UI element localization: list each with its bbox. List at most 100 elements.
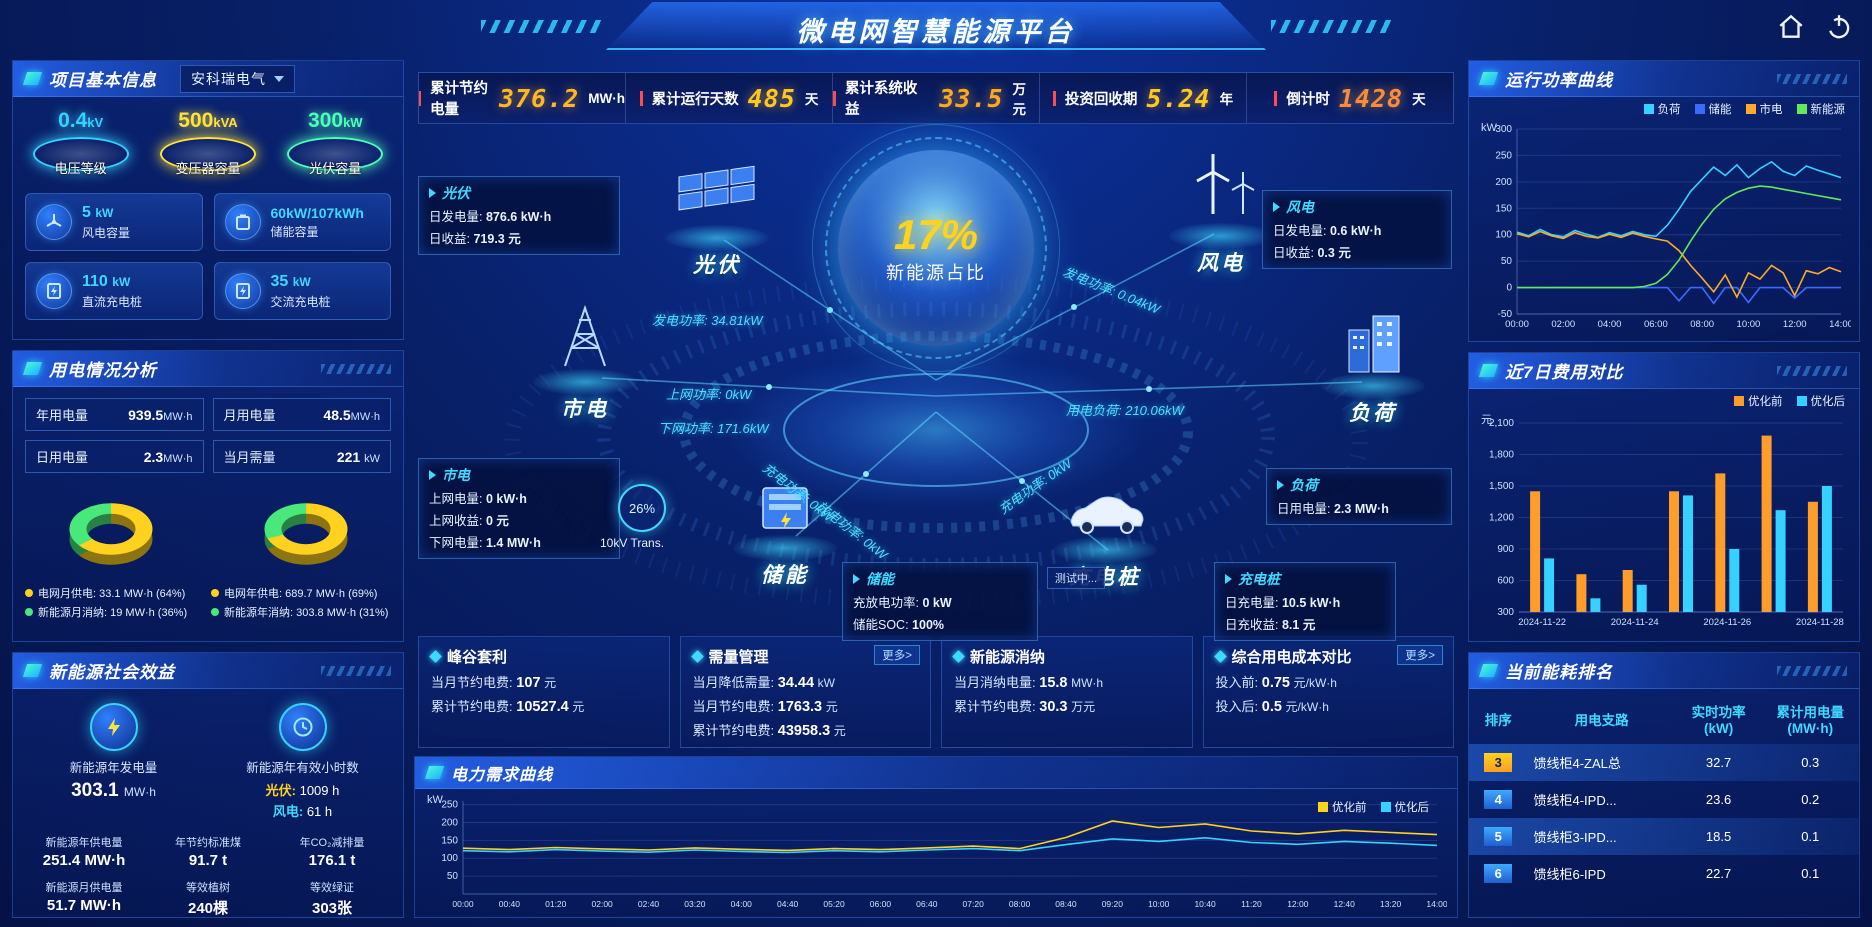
panel-title: 运行功率曲线 — [1505, 71, 1613, 90]
svg-text:12:00: 12:00 — [1287, 899, 1309, 909]
benefit-annual-generation: 新能源年发电量 303.1 MW·h — [27, 703, 201, 820]
kpi-system-revenue: 累计系统收益 33.5 万元 — [832, 73, 1039, 123]
panel-usage-header: 用电情况分析 — [13, 351, 403, 387]
svg-text:50: 50 — [447, 871, 459, 882]
card-cost-comparison: 综合用电成本对比 更多> 投入前: 0.75 元/kW·h 投入后: 0.5 元… — [1202, 636, 1454, 748]
svg-text:300: 300 — [1495, 124, 1512, 135]
info-box-charger: 充电桩 日充电量: 10.5 kW·h 日充收益: 8.1 元 — [1214, 562, 1396, 641]
svg-text:03:20: 03:20 — [684, 899, 706, 909]
legend-item: 市电 — [1745, 101, 1783, 117]
table-row[interactable]: 4 馈线柜4-IPD... 23.6 0.2 — [1469, 781, 1859, 818]
chevron-down-icon — [274, 75, 284, 82]
svg-text:200: 200 — [1495, 177, 1512, 188]
panel-cost-header: 近7日费用对比 — [1469, 353, 1859, 389]
panel-title: 近7日费用对比 — [1505, 363, 1624, 382]
more-button[interactable]: 更多> — [874, 645, 920, 665]
node-platform-glow — [1169, 223, 1273, 249]
power-icon[interactable] — [1824, 12, 1854, 42]
lightning-icon — [89, 703, 138, 751]
node-grid[interactable]: 市电 — [510, 300, 660, 423]
rank-badge: 3 — [1484, 753, 1513, 772]
benefit-metric: 年CO₂减排量 176.1 t — [299, 837, 365, 869]
cost-compare-chart: 元 300 600 900 1,200 1,500 1,800 2,100 2024-11-22… — [1481, 414, 1844, 628]
transformer-label: 10kV Trans. — [600, 536, 665, 550]
svg-text:2024-11-26: 2024-11-26 — [1703, 617, 1751, 628]
svg-text:00:00: 00:00 — [452, 899, 474, 909]
legend-item: 优化后 — [1796, 393, 1845, 409]
svg-text:-50: -50 — [1498, 309, 1513, 320]
cost-legend: 优化前 优化后 — [1469, 389, 1859, 409]
svg-text:100: 100 — [441, 853, 458, 864]
more-button[interactable]: 更多> — [1397, 645, 1443, 665]
svg-text:kW: kW — [1481, 122, 1498, 134]
legend-item: 电网年供电: 689.7 MW·h (69%) — [211, 585, 391, 601]
demand-legend: 优化前 优化后 — [1304, 795, 1443, 815]
benefit-metric: 新能源年供电量 251.4 MW·h — [42, 837, 126, 869]
node-load[interactable]: 负荷 — [1298, 308, 1448, 427]
svg-text:200: 200 — [441, 817, 458, 828]
svg-text:05:20: 05:20 — [823, 899, 845, 909]
legend-item: 电网月供电: 33.1 MW·h (64%) — [25, 585, 205, 601]
svg-text:06:40: 06:40 — [916, 899, 938, 909]
svg-text:06:00: 06:00 — [870, 899, 892, 909]
battery-storage-icon — [762, 487, 808, 529]
svg-text:50: 50 — [1501, 256, 1513, 267]
stat-month-usage: 月用电量 48.5MW·h — [212, 398, 391, 431]
tile-wind-capacity: 5 kW 风电容量 — [25, 193, 203, 251]
new-energy-ratio-label: 新能源占比 — [886, 263, 986, 283]
svg-text:900: 900 — [1497, 544, 1514, 555]
rank-badge: 5 — [1484, 827, 1513, 846]
table-row[interactable]: 6 馈线柜6-IPD 22.7 0.1 — [1469, 855, 1859, 892]
center-main: 累计节约电量 376.2 MW·h 累计运行天数 485 天 累计系统收益 33.5 万元 … — [414, 60, 1458, 918]
svg-text:1,800: 1,800 — [1489, 450, 1514, 461]
home-icon[interactable] — [1776, 12, 1806, 42]
electric-car-icon — [1070, 496, 1144, 534]
panel-power-header: 运行功率曲线 — [1469, 61, 1859, 97]
node-storage[interactable]: 储能 — [710, 474, 860, 589]
glow-disc — [287, 137, 384, 171]
header-stripes — [321, 363, 391, 374]
node-pv[interactable]: 光伏 — [642, 160, 792, 279]
svg-text:08:00: 08:00 — [1009, 899, 1031, 909]
left-sidebar: 项目基本信息 安科瑞电气 0.4kV 电压等级 500kVA 变压器容量 — [12, 60, 404, 918]
stat-year-usage: 年用电量 939.5MW·h — [25, 398, 204, 431]
top-header: 微电网智慧能源平台 — [0, 0, 1872, 56]
panel-corner-icon — [22, 72, 43, 85]
node-wind[interactable]: 风电 — [1146, 150, 1296, 277]
svg-text:10:00: 10:00 — [1737, 319, 1761, 330]
svg-text:08:40: 08:40 — [1055, 899, 1077, 909]
wind-turbine-icon — [1196, 154, 1255, 214]
svg-text:04:00: 04:00 — [731, 899, 753, 909]
svg-text:150: 150 — [441, 835, 458, 846]
svg-text:11:20: 11:20 — [1241, 899, 1262, 909]
rank-badge: 6 — [1484, 864, 1513, 883]
summary-cards-row: 峰谷套利 当月节约电费: 107 元 累计节约电费: 10527.4 元 需量管… — [414, 636, 1458, 748]
svg-text:02:00: 02:00 — [592, 899, 614, 909]
svg-text:1,200: 1,200 — [1489, 513, 1514, 524]
building-icon — [1348, 315, 1400, 373]
legend-item: 新能源年消纳: 303.8 MW·h (31%) — [211, 604, 391, 620]
svg-text:13:20: 13:20 — [1380, 899, 1402, 909]
svg-text:600: 600 — [1497, 576, 1514, 587]
testing-badge[interactable]: 测试中... — [1046, 567, 1105, 589]
legend-item: 新能源月消纳: 19 MW·h (36%) — [25, 604, 205, 620]
panel-corner-icon — [22, 362, 43, 375]
kpi-run-days: 累计运行天数 485 天 — [625, 73, 832, 123]
table-row[interactable]: 3 馈线柜4-ZAL总 32.7 0.3 — [1469, 744, 1859, 781]
svg-text:02:00: 02:00 — [1551, 319, 1575, 330]
power-legend: 负荷 储能 市电 新能源 — [1469, 97, 1859, 117]
panel-title: 用电情况分析 — [49, 361, 157, 380]
svg-text:250: 250 — [441, 800, 458, 811]
transmission-tower-icon — [564, 304, 606, 367]
flow-label-grid-power: 下网功率: 171.6kW — [658, 421, 769, 436]
legend-item: 储能 — [1694, 101, 1732, 117]
svg-text:元: 元 — [1481, 414, 1492, 426]
svg-text:0: 0 — [1506, 283, 1512, 294]
panel-usage-analysis: 用电情况分析 年用电量 939.5MW·h 月用电量 48.5MW·h 日用电量 2.… — [12, 350, 404, 642]
energy-flow-visualization: 17% 新能源占比 光伏 风电 市电 负荷 — [414, 124, 1458, 641]
year-energy-donut-chart — [264, 503, 347, 565]
svg-text:14:00: 14:00 — [1829, 319, 1851, 330]
benefit-metric: 新能源月供电量 51.7 MW·h — [45, 882, 123, 914]
table-row[interactable]: 5 馈线柜3-IPD... 18.5 0.1 — [1469, 818, 1859, 855]
company-select[interactable]: 安科瑞电气 — [180, 64, 295, 93]
